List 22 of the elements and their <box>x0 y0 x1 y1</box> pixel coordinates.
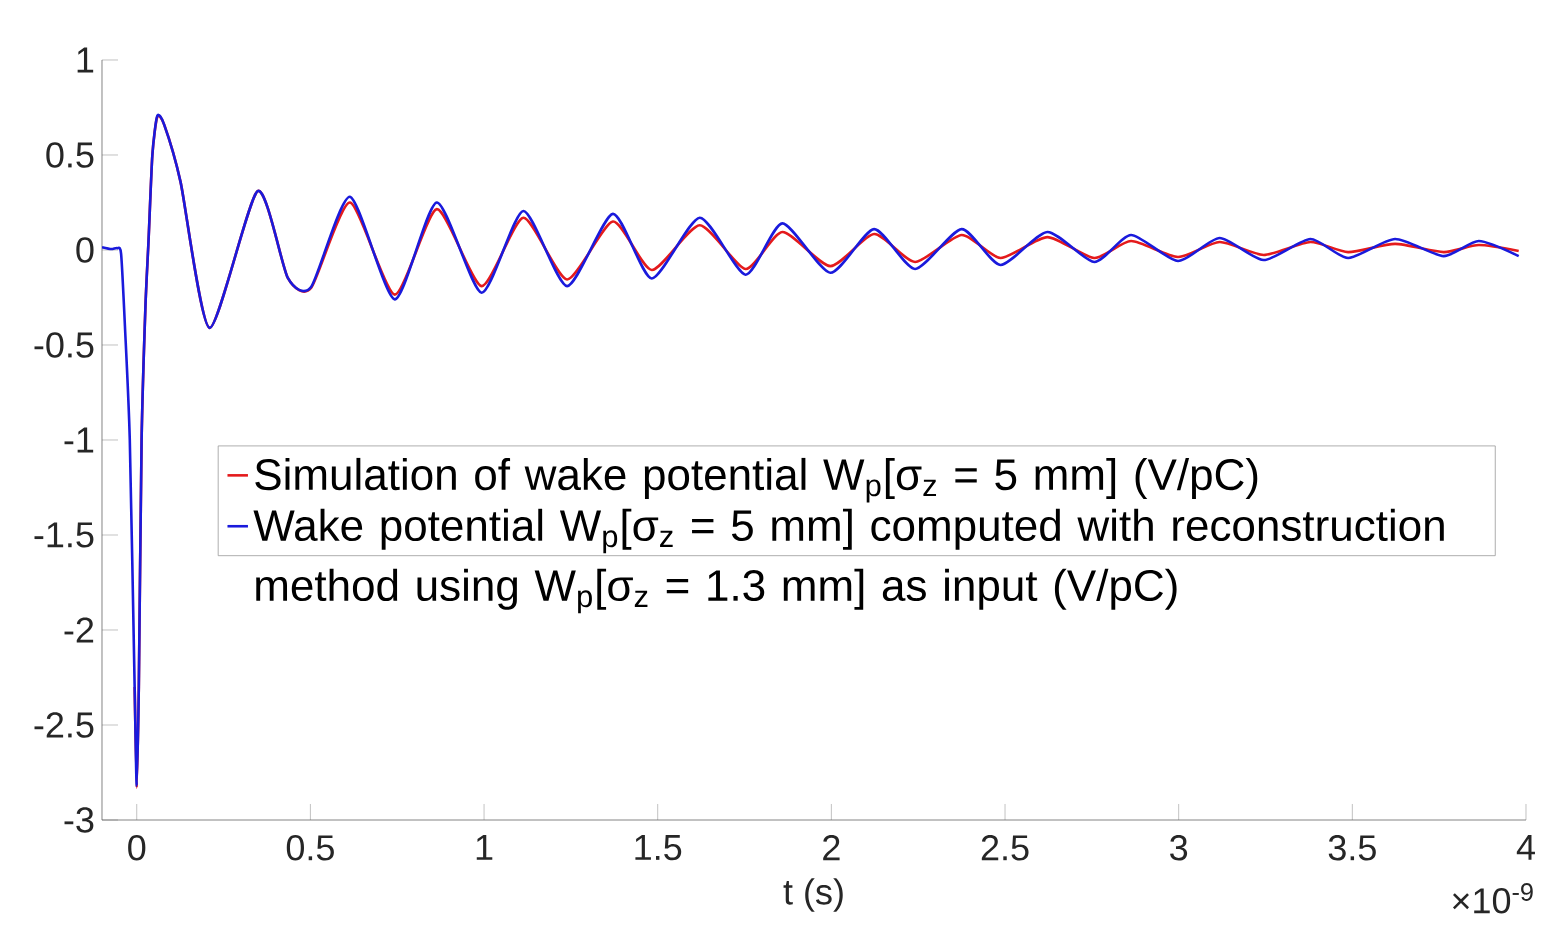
y-tick-label: 0.5 <box>46 142 94 168</box>
x-axis-title: t (s) <box>783 878 843 912</box>
y-tick-label: 1 <box>77 47 94 73</box>
x-tick-label: 3.5 <box>1328 835 1376 861</box>
y-tick-label: 0 <box>76 237 94 263</box>
x-tick-label: 1.5 <box>635 835 682 861</box>
x-tick-label: 1 <box>476 835 493 860</box>
y-tick-label: -3 <box>64 807 94 833</box>
y-tick-label: -1 <box>64 427 94 453</box>
x-tick-label: 2.5 <box>981 835 1029 861</box>
x-tick-label: 2 <box>823 835 840 861</box>
text: Wake potential W$_{p}$[σ$_{z}$ = 5 mm] computed with reconstruction method using W$_{p}$[σ$_{z}$ = 1.3 mm] as input (V/pC) <box>253 508 1444 614</box>
x-tick-label: 3 <box>1170 835 1188 861</box>
y-tick-label: -1.5 <box>34 522 94 548</box>
x-tick-label: 4 <box>1516 835 1535 860</box>
legend-label: Simulation of wake potential W$_{p}$[σ$_{z}$ = 5 mm] (V/pC) <box>255 457 1258 503</box>
x-tick-label: 0 <box>128 835 146 861</box>
x-tick-label: 0.5 <box>286 835 334 861</box>
y-tick-label: -2.5 <box>34 712 94 738</box>
y-tick-label: -2 <box>64 617 94 643</box>
text: ×10$^{-9}$ <box>1452 883 1533 914</box>
y-tick-label: -0.5 <box>34 332 94 358</box>
